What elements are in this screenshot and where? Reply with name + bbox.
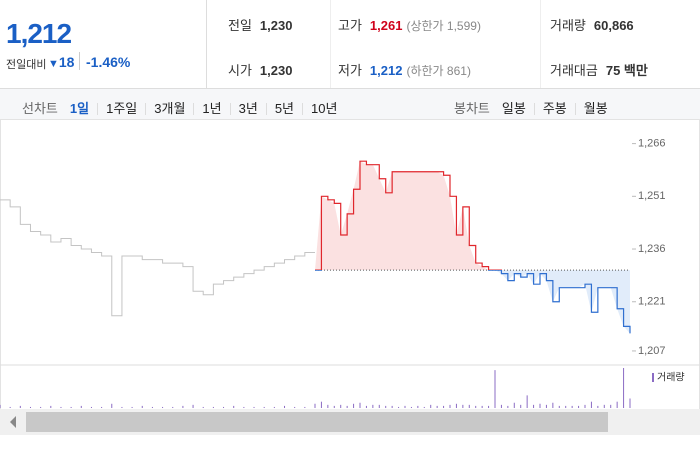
tab[interactable]: 일봉 <box>501 101 526 116</box>
stat-note: (하한가 861) <box>406 64 471 78</box>
current-price: 1,212 <box>6 18 72 49</box>
stat-label: 거래대금 <box>550 63 598 78</box>
stat: 거래대금 75 백만 <box>550 60 648 79</box>
previous-line <box>0 199 315 317</box>
stat-label: 거래량 <box>550 18 586 33</box>
change-value: 18 <box>58 54 75 70</box>
stat-label: 시가 <box>228 63 252 78</box>
tab[interactable]: 5년 <box>265 102 302 115</box>
stat-note: (상한가 1,599) <box>406 19 481 33</box>
candle-tabs: 봉차트 일봉 주봉 월봉 <box>454 98 616 117</box>
legend-label: 거래량 <box>657 372 685 384</box>
stat-value: 1,212 <box>369 63 403 78</box>
stat-value: 75 백만 <box>605 63 648 78</box>
tab-label: 선차트 <box>22 101 58 116</box>
y-tick-label: 1,251 <box>638 190 666 202</box>
legend-swatch <box>652 373 654 382</box>
tab[interactable]: 10년 <box>302 102 345 115</box>
stat-value: 1,230 <box>259 18 293 33</box>
stat: 시가 1,230 <box>228 60 292 79</box>
y-tick-label: 1,236 <box>638 243 666 255</box>
change-pct: -1.46% <box>86 54 131 70</box>
stat-value: 1,230 <box>259 63 293 78</box>
period-tabs: 선차트 1일 1주일 3개월 1년 3년 5년 10년 봉차트 일봉 주봉 월봉 <box>0 89 700 120</box>
y-tick-label: 1,266 <box>638 138 666 150</box>
tab[interactable]: 1일 <box>69 101 90 116</box>
scroll-left[interactable] <box>10 416 16 428</box>
scrollbar-thumb[interactable] <box>26 412 608 432</box>
header: 1,212 전일대비 ▼18 -1.46% 전일 1,230 고가 1,261 (상한가… <box>0 0 700 89</box>
divider <box>330 0 331 88</box>
change: ▼18 <box>48 54 75 70</box>
stat-value: 1,261 <box>369 18 403 33</box>
divider <box>540 0 541 88</box>
y-tick-label: 1,207 <box>638 345 666 357</box>
stat-value: 60,866 <box>593 18 634 33</box>
change-label: 전일대비 <box>6 59 47 71</box>
stat-label: 저가 <box>338 63 362 78</box>
chart: 1,266 1,251 1,236 1,221 1,207 거래량 <box>0 119 700 435</box>
tab-label: 봉차트 <box>454 101 490 116</box>
line-tabs: 선차트 1일 1주일 3개월 1년 3년 5년 10년 <box>22 98 345 117</box>
tab[interactable]: 3개월 <box>145 102 193 115</box>
stat: 고가 1,261 (상한가 1,599) <box>338 15 481 34</box>
tab[interactable]: 1주일 <box>97 102 145 115</box>
tab[interactable]: 월봉 <box>574 102 616 115</box>
stat-label: 고가 <box>338 18 362 33</box>
tab[interactable]: 3년 <box>229 102 266 115</box>
divider <box>79 52 80 70</box>
tab[interactable]: 1년 <box>193 102 229 115</box>
tab[interactable]: 주봉 <box>533 102 575 115</box>
today-line <box>315 160 631 334</box>
area-fill <box>315 161 630 334</box>
stat: 거래량 60,866 <box>550 15 634 34</box>
price-box: 1,212 전일대비 ▼18 -1.46% <box>0 0 207 88</box>
stat: 전일 1,230 <box>228 15 292 34</box>
stat-label: 전일 <box>228 18 252 33</box>
y-tick-label: 1,221 <box>638 296 666 308</box>
stat: 저가 1,212 (하한가 861) <box>338 60 471 79</box>
